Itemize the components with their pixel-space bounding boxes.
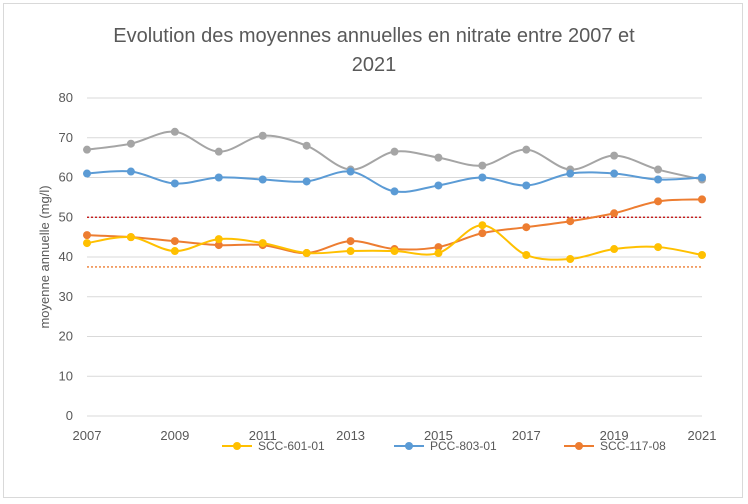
data-point xyxy=(654,165,663,174)
legend-swatch-marker xyxy=(405,442,413,450)
y-tick-label: 0 xyxy=(66,408,73,423)
data-point xyxy=(214,235,223,244)
y-tick-label: 50 xyxy=(59,209,73,224)
series-PCC-803-01 xyxy=(83,167,706,196)
data-point xyxy=(126,233,135,242)
data-point xyxy=(522,251,531,260)
legend-swatch-marker xyxy=(575,442,583,450)
data-point xyxy=(610,169,619,178)
legend-item: SCC-117-08 xyxy=(564,439,666,453)
data-point xyxy=(654,243,663,252)
data-point xyxy=(390,187,399,196)
data-point xyxy=(522,223,531,232)
y-axis-title: moyenne annuelle (mg/l) xyxy=(37,185,52,328)
y-tick-label: 70 xyxy=(59,130,73,145)
data-point xyxy=(258,239,267,248)
data-point xyxy=(214,173,223,182)
data-point xyxy=(566,254,575,263)
x-tick-labels: 2007 2009 2011 2013 2015 2017 2019 2021 xyxy=(73,428,717,443)
data-point xyxy=(83,145,91,154)
data-point xyxy=(258,175,267,184)
data-point xyxy=(610,151,619,160)
chart-title-line1: Evolution des moyennes annuelles en nitr… xyxy=(113,25,635,47)
y-tick-label: 40 xyxy=(59,249,73,264)
x-tick-label: 2011 xyxy=(249,428,277,443)
data-point xyxy=(258,131,267,140)
x-tick-label: 2007 xyxy=(73,428,102,443)
data-point xyxy=(610,245,619,254)
data-point xyxy=(698,251,706,260)
legend-item: SCC-601-01 xyxy=(222,439,325,453)
data-point xyxy=(170,127,179,136)
data-point xyxy=(434,243,443,252)
data-point xyxy=(610,209,619,218)
series-SCC-601-01 xyxy=(83,221,706,263)
y-tick-label: 30 xyxy=(59,289,73,304)
series-lines xyxy=(83,127,706,263)
data-point xyxy=(126,167,135,176)
data-point xyxy=(434,249,443,258)
data-point xyxy=(698,195,706,204)
data-point xyxy=(346,247,355,256)
data-point xyxy=(170,179,179,188)
data-point xyxy=(566,169,575,178)
data-point xyxy=(654,197,663,206)
data-point xyxy=(566,217,575,226)
legend-item: PCC-803-01 xyxy=(394,439,497,453)
series-line xyxy=(86,198,703,255)
y-tick-label: 10 xyxy=(59,368,73,383)
data-point xyxy=(83,239,91,248)
data-point xyxy=(434,181,443,190)
x-tick-label: 2015 xyxy=(424,428,453,443)
data-point xyxy=(346,167,355,176)
data-point xyxy=(346,237,355,246)
x-tick-label: 2009 xyxy=(160,428,189,443)
y-tick-label: 80 xyxy=(59,90,73,105)
data-point xyxy=(390,247,399,256)
data-point xyxy=(83,231,91,240)
data-point xyxy=(478,229,487,238)
legend-label: SCC-601-01 xyxy=(258,439,325,453)
data-point xyxy=(434,153,443,162)
data-point xyxy=(302,141,311,150)
data-point xyxy=(478,161,487,170)
legend: SCC-601-01 PCC-803-01 SCC-117-08 xyxy=(222,439,666,453)
data-point xyxy=(522,145,531,154)
gridlines xyxy=(87,97,702,417)
data-point xyxy=(302,177,311,186)
y-tick-label: 20 xyxy=(59,329,73,344)
data-point xyxy=(302,249,311,258)
y-tick-labels: 0 10 20 30 40 50 60 70 80 xyxy=(59,90,73,423)
legend-label: SCC-117-08 xyxy=(600,439,666,453)
data-point xyxy=(478,221,487,230)
legend-swatch-marker xyxy=(233,442,241,450)
chart-title-line2: 2021 xyxy=(351,54,397,76)
data-point xyxy=(214,147,223,156)
x-tick-label: 2021 xyxy=(688,428,717,443)
y-tick-label: 60 xyxy=(59,170,73,185)
data-point xyxy=(654,175,663,184)
data-point xyxy=(83,169,91,178)
data-point xyxy=(522,181,531,190)
data-point xyxy=(170,247,179,256)
data-point xyxy=(698,173,706,182)
data-point xyxy=(390,147,399,156)
chart-title: Evolution des moyennes annuelles en nitr… xyxy=(0,22,748,80)
x-tick-label: 2017 xyxy=(512,428,541,443)
data-point xyxy=(126,139,135,148)
x-tick-label: 2019 xyxy=(600,428,629,443)
x-tick-label: 2013 xyxy=(336,428,365,443)
legend-label: PCC-803-01 xyxy=(430,439,497,453)
data-point xyxy=(214,241,223,250)
data-point xyxy=(170,237,179,246)
data-point xyxy=(478,173,487,182)
